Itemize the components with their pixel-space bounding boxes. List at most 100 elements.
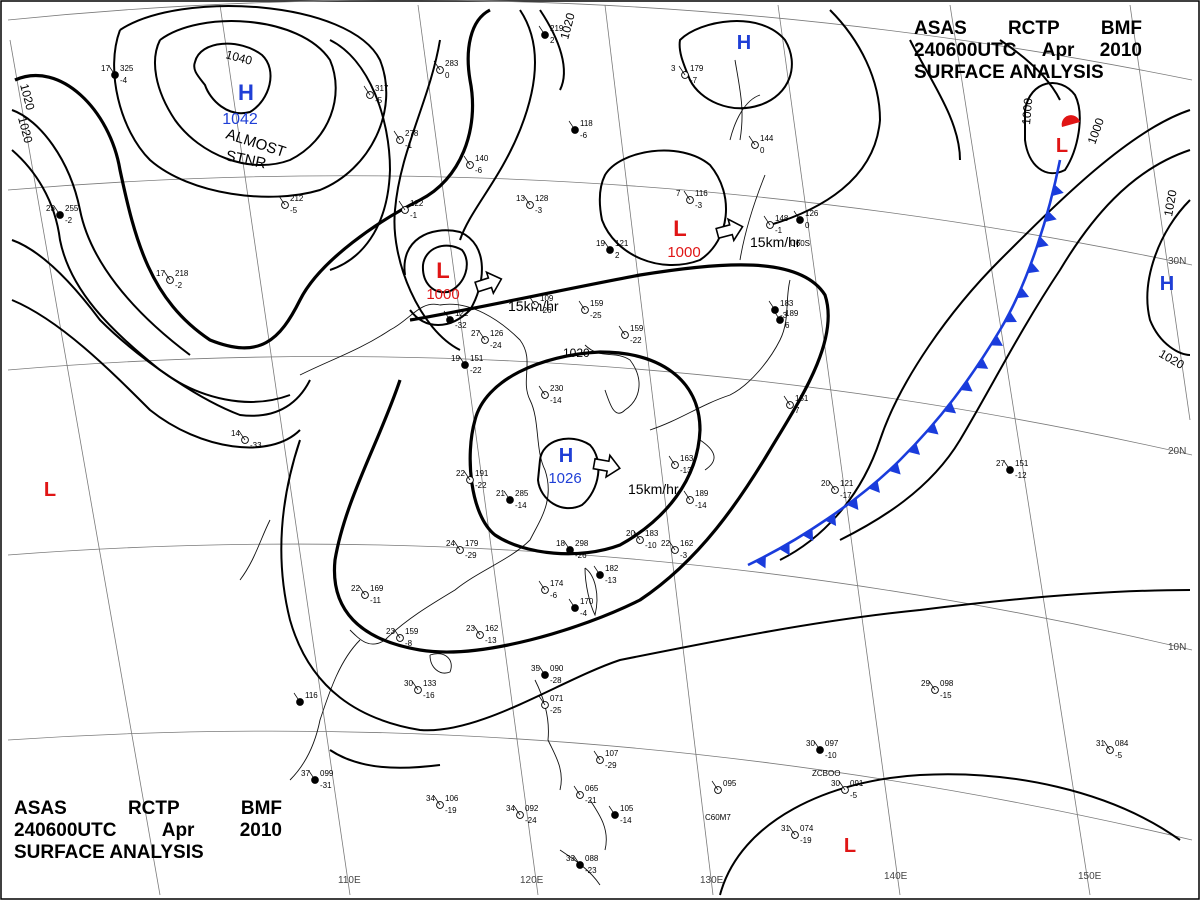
station-tendency: -25 — [590, 311, 602, 320]
station-temperature: 20 — [626, 529, 635, 538]
station-pressure: 151 — [1015, 459, 1029, 468]
station-temperature: 19 — [596, 239, 605, 248]
title-month: Apr — [161, 820, 195, 841]
station-temperature: 7 — [676, 189, 681, 198]
station-plot: 24 179 -29 — [446, 539, 479, 560]
isobar-1020-west-outer-2 — [11, 149, 291, 403]
motion-arrow-high — [592, 453, 621, 479]
station-temperature: 33 — [566, 854, 575, 863]
wind-barb — [773, 310, 781, 321]
isobar-1020-west-outer-3 — [11, 239, 311, 417]
station-pressure: 092 — [525, 804, 539, 813]
station-tendency: -6 — [475, 166, 483, 175]
station-pressure: 116 — [695, 189, 708, 198]
title-line-1: ASAS RCTP BMF — [14, 798, 282, 820]
wind-barb — [768, 300, 776, 311]
station-tendency: 0 — [760, 146, 765, 155]
station-plot: 35 090 -28 — [531, 664, 564, 685]
parallel-0n — [7, 730, 1193, 841]
wind-barb — [633, 530, 641, 541]
isobar-inner-north — [329, 39, 392, 271]
wind-barb — [538, 385, 546, 396]
station-pressure: 109 — [540, 294, 554, 303]
station-temperature: 23 — [46, 204, 55, 213]
station-tendency: -22 — [470, 366, 482, 375]
parallel-30n — [7, 175, 1193, 266]
title-month: Apr — [1041, 40, 1075, 61]
isobar-1020-okhotsk — [539, 9, 565, 91]
longitude-label: 150E — [1078, 871, 1102, 882]
isobar-1020-far-east — [1146, 199, 1191, 356]
station-pressure: 183 — [780, 299, 794, 308]
station-plot: 18 298 -26 — [556, 539, 589, 560]
high-marker-siberia: H — [238, 80, 254, 105]
station-pressure: 074 — [800, 824, 814, 833]
station-pressure: 317 — [375, 84, 389, 93]
station-plot: 23 162 -13 — [466, 624, 499, 645]
wind-barb — [593, 750, 601, 761]
wind-barb — [1003, 460, 1011, 471]
warm-front-marker — [1061, 115, 1080, 127]
motion-label: 15km/hr — [750, 234, 801, 250]
station-plot: 13 128 -3 — [516, 194, 549, 215]
station-plot: 19 121 2 — [596, 239, 629, 260]
station-plot: 33 088 -23 — [566, 854, 599, 875]
wind-barb — [538, 580, 546, 591]
station-pressure: 212 — [290, 194, 304, 203]
coast-hainan — [429, 653, 452, 674]
station-tendency: -25 — [550, 706, 562, 715]
wind-barb — [411, 680, 419, 691]
wind-barb — [678, 65, 686, 76]
wind-barb — [1103, 740, 1111, 751]
station-tendency: -16 — [423, 691, 435, 700]
station-tendency: -22 — [475, 481, 487, 490]
station-temperature: 37 — [301, 769, 310, 778]
cold-front-triangle — [960, 380, 973, 392]
isobar-north-lobe — [393, 9, 536, 351]
station-pressure: 090 — [550, 664, 564, 673]
wind-barb — [538, 695, 546, 706]
station-tendency: -3 — [695, 201, 703, 210]
station-pressure: 091 — [850, 779, 864, 788]
cold-front-triangle — [926, 422, 939, 435]
longitude-label: 120E — [520, 875, 544, 886]
station-tendency: -5 — [850, 791, 858, 800]
meridian-110e — [219, 4, 351, 896]
station-plot: 107-29 — [593, 749, 619, 770]
station-plot: 22 169 -11 — [351, 584, 384, 605]
station-plot: 31 084 -5 — [1096, 739, 1129, 760]
wind-barb — [463, 155, 471, 166]
station-pressure: 126 — [805, 209, 819, 218]
title-code: BMF — [1100, 18, 1142, 39]
station-pressure: 298 — [575, 539, 589, 548]
meridian-140e — [777, 4, 901, 896]
wind-barb — [238, 430, 246, 441]
station-temperature: 35 — [531, 664, 540, 673]
station-pressure: 140 — [475, 154, 489, 163]
station-pressure: 219 — [550, 24, 564, 33]
longitude-label: 110E — [338, 875, 361, 886]
station-plot: 30 133 -16 — [404, 679, 437, 700]
station-temperature: 27 — [996, 459, 1005, 468]
motion-arrow-japan-sea-low — [715, 217, 744, 243]
station-plot: 148-1 — [763, 214, 789, 235]
station-pressure: 278 — [405, 129, 419, 138]
isobar-east-outer — [999, 39, 1061, 101]
station-tendency: -12 — [1015, 471, 1027, 480]
wind-barb — [783, 395, 791, 406]
station-plot: 317-5 — [363, 84, 389, 105]
wind-barb — [828, 480, 836, 491]
station-tendency: 0 — [805, 221, 810, 230]
wind-barb — [358, 585, 366, 596]
cold-front-triangle — [1004, 311, 1017, 323]
station-pressure: 159 — [405, 627, 419, 636]
cold-front-triangle — [943, 401, 957, 414]
isobar-label: 1020 — [17, 82, 38, 112]
station-plot: 23 255 -2 — [46, 204, 79, 225]
station-temperature: 14 — [231, 429, 240, 438]
station-tendency: 0 — [445, 71, 450, 80]
coordinate-labels: 110E 120E 130E 140E 150E 30N 20N 10N — [338, 256, 1186, 886]
station-temperature: 30 — [806, 739, 815, 748]
